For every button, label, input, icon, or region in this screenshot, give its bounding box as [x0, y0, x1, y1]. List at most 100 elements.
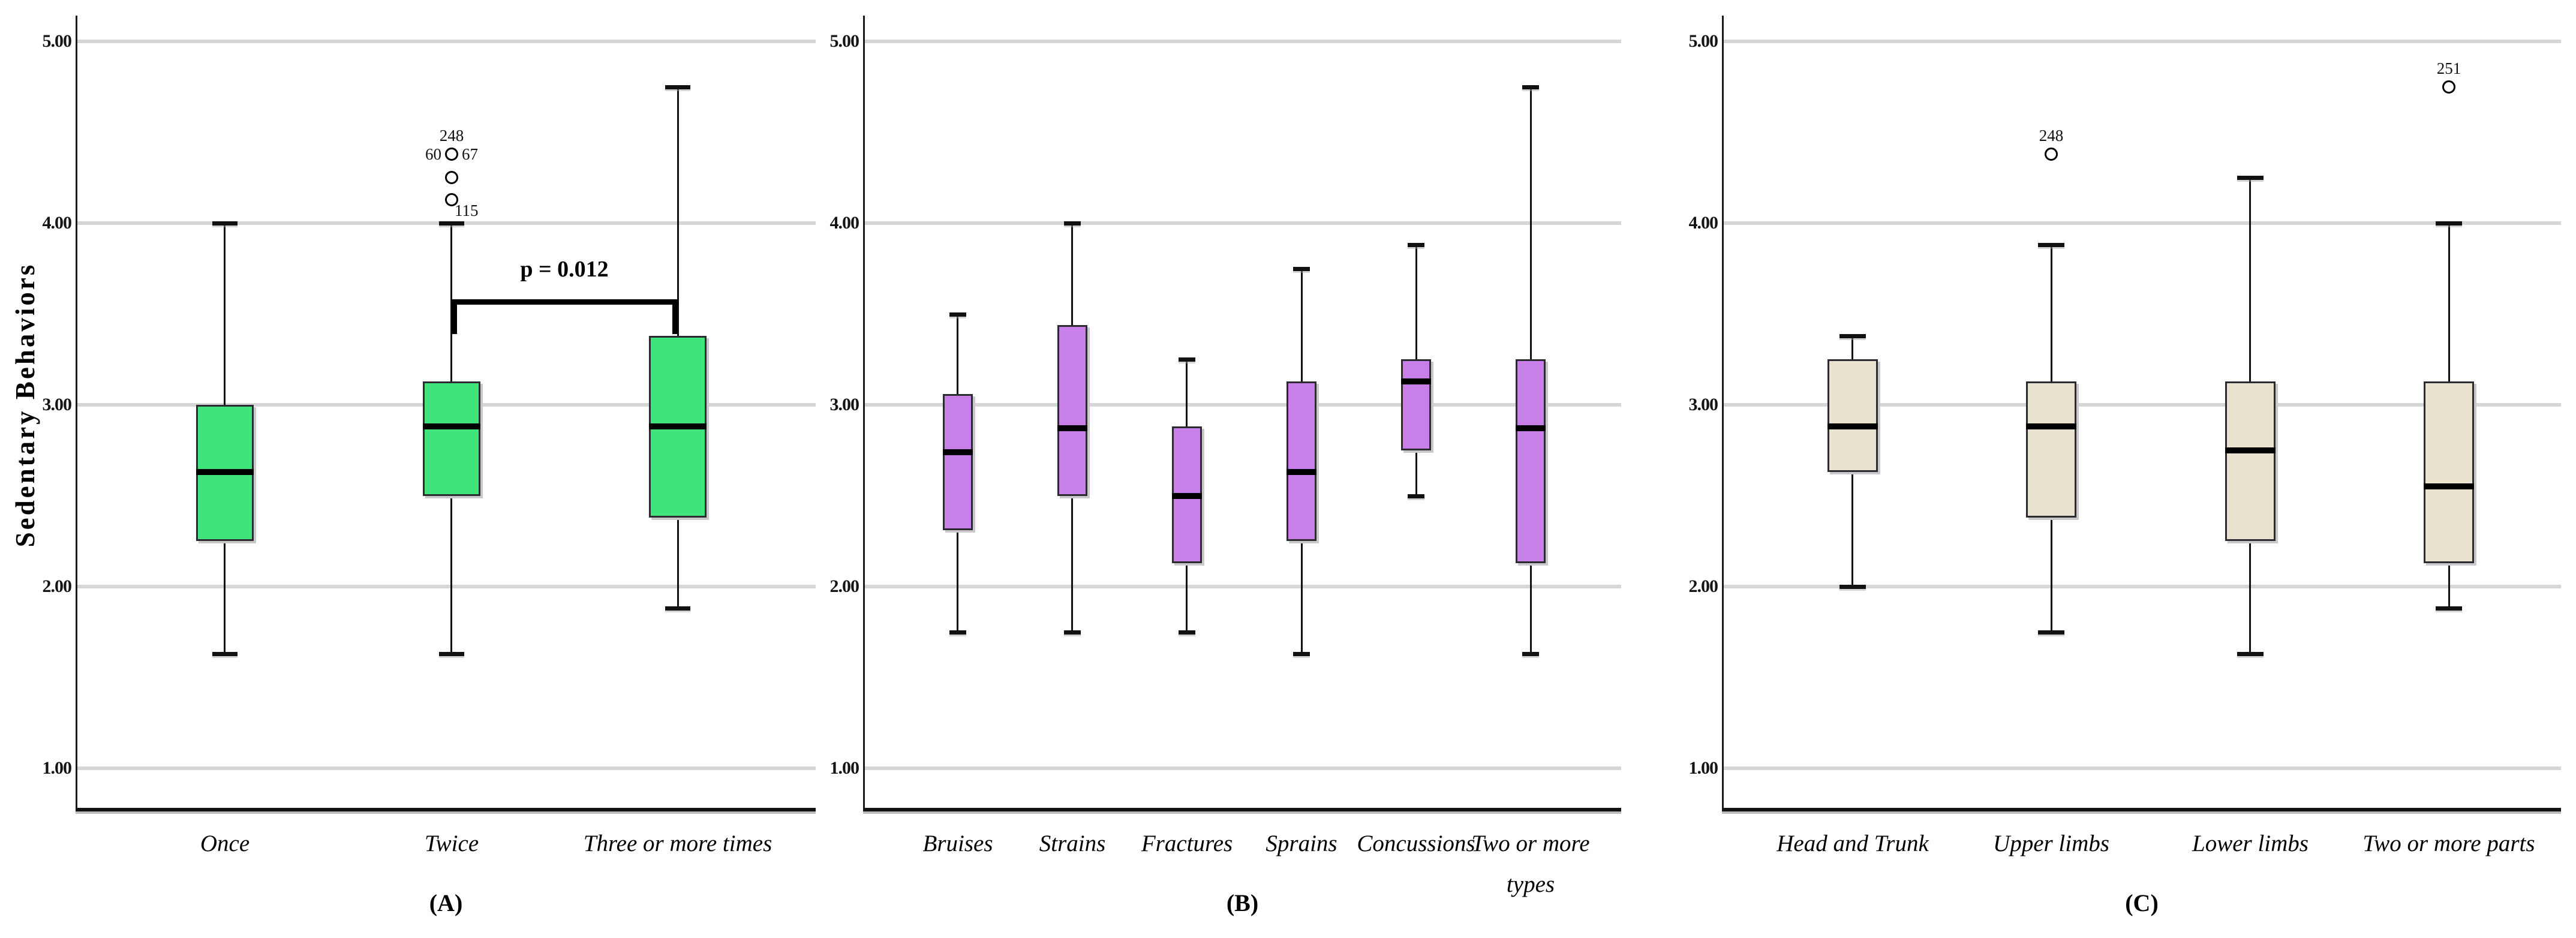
median-line	[1827, 423, 1878, 429]
median-line	[649, 423, 707, 429]
outlier-circle	[2442, 80, 2455, 94]
boxplot-box	[1401, 359, 1431, 450]
y-axis-line	[1722, 16, 1724, 808]
outlier-circle	[2045, 148, 2058, 161]
outlier-circle	[445, 193, 458, 206]
category-label: Upper limbs	[1993, 831, 2109, 856]
category-label: Concussions	[1357, 831, 1475, 856]
boxplot-box	[423, 381, 480, 496]
whisker-cap-top	[665, 85, 690, 89]
gridline	[1723, 40, 2561, 43]
gridline	[864, 221, 1621, 225]
whisker-cap-bottom	[2237, 652, 2264, 656]
whisker-cap-top	[439, 221, 464, 226]
boxplot-box	[1516, 359, 1546, 563]
gridline	[864, 585, 1621, 588]
y-tick-label: 3.00	[42, 395, 73, 414]
whisker-cap-top	[2436, 221, 2462, 226]
y-axis-line	[863, 16, 865, 808]
gridline	[1723, 403, 2561, 407]
whisker-cap-bottom	[1293, 652, 1310, 656]
category-label: Once	[200, 831, 250, 856]
boxplot-box	[2225, 381, 2276, 541]
boxplot-box	[2026, 381, 2076, 518]
y-tick-label: 1.00	[42, 758, 73, 778]
y-tick-label: 2.00	[42, 576, 73, 596]
y-tick-label: 5.00	[42, 31, 73, 51]
panel-label: (B)	[1226, 889, 1259, 916]
outlier-label: 248	[2039, 127, 2064, 145]
median-line	[1057, 425, 1087, 431]
y-tick-label: 2.00	[829, 576, 860, 596]
outlier-label: 248	[439, 127, 464, 145]
y-tick-label: 4.00	[829, 213, 860, 233]
whisker-max-label: 115	[455, 202, 479, 220]
panel-label: (A)	[429, 889, 463, 916]
gridline	[864, 766, 1621, 770]
category-label: types	[1506, 871, 1555, 897]
whisker-cap-top	[2237, 176, 2264, 180]
category-label: Strains	[1039, 831, 1106, 856]
whisker-cap-top	[212, 221, 238, 226]
median-line	[1287, 469, 1316, 475]
outlier-label: 67	[462, 145, 478, 163]
whisker-cap-bottom	[949, 630, 966, 635]
whisker-cap-bottom	[2038, 630, 2064, 635]
outlier-circle	[445, 171, 458, 184]
category-label: Bruises	[922, 831, 993, 856]
median-line	[1401, 378, 1431, 384]
category-label: Sprains	[1266, 831, 1337, 856]
boxplot-box	[943, 394, 973, 530]
category-label: Lower limbs	[2192, 831, 2309, 856]
significance-bracket-tick	[452, 299, 457, 334]
y-tick-label: 5.00	[829, 31, 860, 51]
gridline	[1723, 221, 2561, 225]
median-line	[2026, 423, 2076, 429]
outlier-label: 60	[425, 145, 441, 163]
boxplot-box	[2424, 381, 2474, 563]
whisker-cap-top	[1408, 243, 1424, 247]
gridline	[76, 585, 816, 588]
whisker-cap-bottom	[439, 652, 464, 656]
whisker-cap-top	[1522, 85, 1539, 89]
outlier-label: 251	[2436, 59, 2461, 77]
median-line	[1516, 425, 1546, 431]
median-line	[943, 449, 973, 455]
category-label: Three or more times	[583, 831, 773, 856]
gridline	[864, 403, 1621, 407]
category-label: Two or more parts	[2362, 831, 2535, 856]
x-axis-line	[863, 808, 1621, 811]
whisker-cap-bottom	[665, 606, 690, 611]
median-line	[423, 423, 480, 429]
boxplot-box	[1057, 325, 1087, 496]
outlier-circle	[445, 148, 458, 161]
whisker-cap-bottom	[1522, 652, 1539, 656]
whisker-cap-bottom	[212, 652, 238, 656]
gridline	[76, 40, 816, 43]
median-line	[2225, 447, 2276, 453]
y-tick-label: 3.00	[1688, 395, 1719, 414]
y-tick-label: 4.00	[1688, 213, 1719, 233]
y-axis-line	[76, 16, 77, 808]
significance-bracket	[452, 299, 678, 305]
category-label: Fractures	[1141, 831, 1233, 856]
y-tick-label: 1.00	[1688, 758, 1719, 778]
y-tick-label: 3.00	[829, 395, 860, 414]
y-tick-label: 5.00	[1688, 31, 1719, 51]
panel-label: (C)	[2125, 889, 2159, 916]
whisker-cap-bottom	[1839, 585, 1866, 589]
whisker-cap-bottom	[1064, 630, 1081, 635]
gridline	[1723, 585, 2561, 588]
whisker-cap-top	[1064, 221, 1081, 226]
whisker-cap-top	[1293, 267, 1310, 271]
significance-bracket-tick	[672, 299, 678, 334]
whisker-cap-top	[2038, 243, 2064, 247]
y-tick-label: 2.00	[1688, 576, 1719, 596]
gridline	[1723, 766, 2561, 770]
whisker-cap-bottom	[1408, 494, 1424, 498]
boxplot-box	[1287, 381, 1316, 541]
median-line	[2424, 483, 2474, 489]
whisker-cap-bottom	[1179, 630, 1195, 635]
gridline	[76, 766, 816, 770]
